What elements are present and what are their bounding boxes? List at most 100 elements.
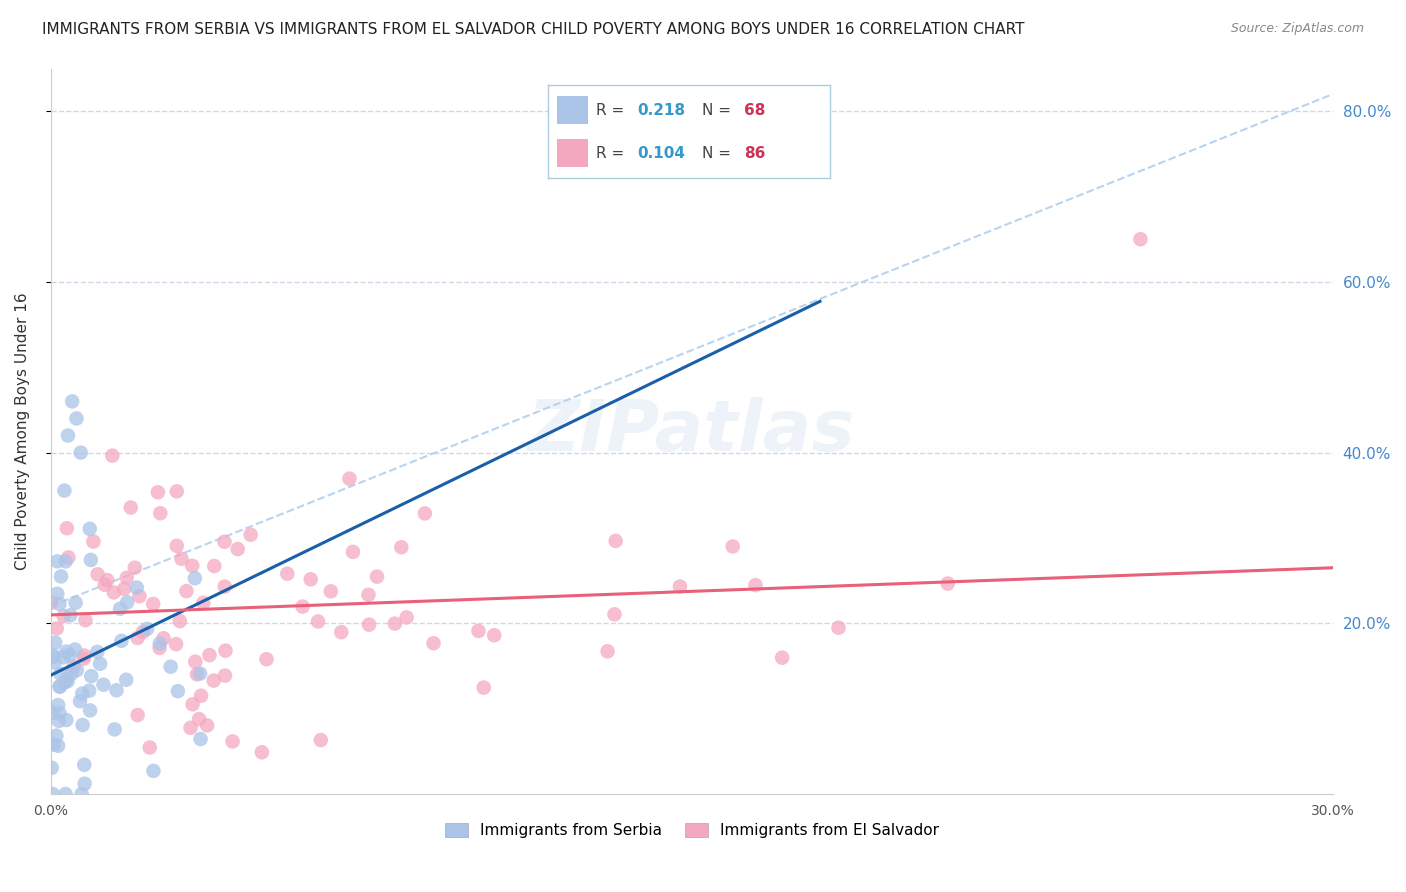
Point [69, 694, 91, 708]
Point [56, 674, 79, 689]
Text: 86: 86 [744, 145, 765, 161]
Text: R =: R = [596, 145, 630, 161]
Point [359, 617, 381, 632]
Point [721, 540, 744, 554]
Point [49, 666, 72, 681]
Point [103, 585, 125, 599]
Text: IMMIGRANTS FROM SERBIA VS IMMIGRANTS FROM EL SALVADOR CHILD POVERTY AMONG BOYS U: IMMIGRANTS FROM SERBIA VS IMMIGRANTS FRO… [42, 22, 1025, 37]
Point [342, 545, 364, 559]
Point [79, 522, 101, 536]
Point [389, 541, 412, 555]
Point [49, 569, 72, 583]
Point [1129, 232, 1152, 246]
Point [132, 624, 155, 639]
Point [55, 644, 77, 658]
Point [142, 764, 165, 778]
Point [125, 581, 148, 595]
Point [202, 673, 225, 688]
Point [48, 597, 70, 611]
Point [55, 554, 77, 568]
Text: 0.218: 0.218 [637, 103, 685, 118]
Point [77, 683, 100, 698]
Point [46, 739, 69, 753]
Text: R =: R = [596, 103, 630, 118]
Point [413, 507, 436, 521]
Point [139, 740, 162, 755]
Point [472, 681, 495, 695]
Point [46, 587, 69, 601]
Point [167, 684, 190, 698]
Point [44, 656, 66, 670]
Point [41, 706, 63, 720]
Point [73, 757, 96, 772]
Point [214, 534, 236, 549]
Point [330, 625, 353, 640]
Point [73, 648, 96, 663]
Point [124, 560, 146, 574]
Point [256, 652, 278, 666]
Point [226, 542, 249, 557]
Point [170, 551, 193, 566]
Y-axis label: Child Poverty Among Boys Under 16: Child Poverty Among Boys Under 16 [15, 293, 30, 570]
Point [299, 572, 322, 586]
Point [58, 550, 80, 565]
Point [42, 648, 65, 662]
Point [239, 527, 262, 541]
Point [770, 650, 793, 665]
Point [115, 595, 138, 609]
Point [152, 632, 174, 646]
Point [59, 648, 82, 663]
Point [115, 673, 138, 687]
Bar [557, 139, 588, 167]
Point [73, 651, 96, 665]
Point [184, 655, 207, 669]
Point [89, 657, 111, 671]
Point [72, 718, 94, 732]
Point [467, 624, 489, 638]
Point [52, 650, 75, 665]
Bar [557, 96, 588, 124]
Point [110, 633, 132, 648]
Point [149, 506, 172, 520]
Point [44, 635, 66, 649]
Point [93, 578, 115, 592]
Point [596, 644, 619, 658]
Point [45, 622, 67, 636]
Text: N =: N = [702, 145, 735, 161]
Point [56, 521, 79, 535]
Point [93, 678, 115, 692]
Point [214, 580, 236, 594]
Point [42, 787, 65, 801]
Point [48, 714, 70, 728]
Point [603, 607, 626, 622]
Point [319, 584, 342, 599]
Point [276, 566, 298, 581]
Point [127, 631, 149, 645]
Point [60, 666, 83, 681]
Point [53, 675, 76, 690]
Point [366, 569, 388, 583]
Point [128, 589, 150, 603]
Point [214, 668, 236, 682]
Point [112, 582, 135, 596]
Point [936, 576, 959, 591]
Point [63, 642, 86, 657]
Point [148, 640, 170, 655]
Point [59, 608, 82, 623]
Point [49, 680, 72, 694]
Point [80, 553, 103, 567]
Point [165, 637, 187, 651]
Point [101, 449, 124, 463]
Point [70, 687, 93, 701]
Point [86, 645, 108, 659]
Point [56, 428, 79, 442]
Point [75, 613, 97, 627]
Point [45, 729, 67, 743]
Point [80, 669, 103, 683]
Point [127, 708, 149, 723]
Point [184, 571, 207, 585]
Text: N =: N = [702, 103, 735, 118]
Point [482, 628, 505, 642]
Point [291, 599, 314, 614]
Point [149, 636, 172, 650]
